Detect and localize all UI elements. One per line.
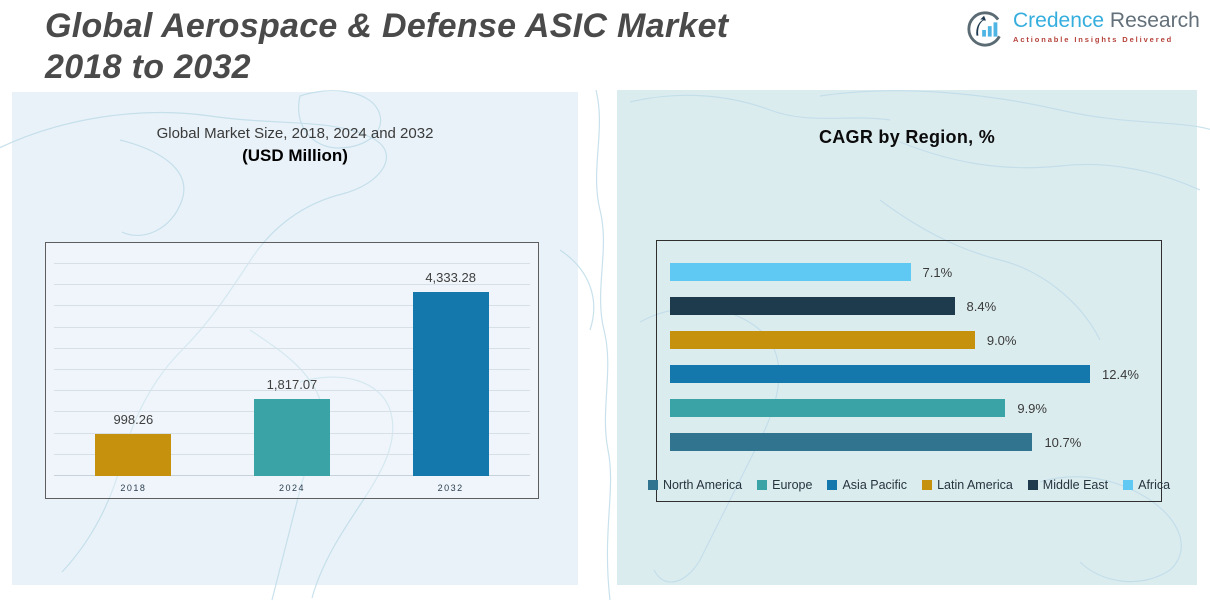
legend-item-north-america: North America xyxy=(647,478,743,492)
cagr-row-north-america: 10.7% xyxy=(670,433,1151,467)
market-size-chart-subtitle: (USD Million) xyxy=(242,146,348,165)
legend-swatch-north-america xyxy=(647,480,658,490)
cagr-chart: 7.1% 8.4% 9.0% 12.4% 9.9% 10.7% North America… xyxy=(647,240,1170,502)
brand-logo: Credence Research Actionable Insights De… xyxy=(966,10,1200,48)
legend-label-middle-east: Middle East xyxy=(1042,478,1109,492)
legend-swatch-europe xyxy=(757,480,768,490)
legend-item-asia-pacific: Asia Pacific xyxy=(827,478,907,492)
cagr-bar-europe xyxy=(670,399,1006,417)
gridline xyxy=(54,347,530,349)
page-title-line1: Global Aerospace & Defense ASIC Market xyxy=(45,7,729,45)
gridline xyxy=(54,305,530,307)
brand-tagline: Actionable Insights Delivered xyxy=(1013,35,1174,44)
legend-item-middle-east: Middle East xyxy=(1027,478,1109,492)
brand-name: Credence Research xyxy=(1013,10,1200,32)
bar-group-2032: 4,333.28 2032 xyxy=(412,270,489,493)
legend-item-europe: Europe xyxy=(757,478,812,492)
legend-swatch-middle-east xyxy=(1027,480,1038,490)
bar-2018 xyxy=(95,433,172,476)
cagr-row-middle-east: 8.4% xyxy=(670,297,1151,331)
gridline xyxy=(54,390,530,392)
bar-value-label-2024: 1,817.07 xyxy=(266,376,318,392)
legend-label-europe: Europe xyxy=(772,478,813,492)
cagr-row-europe: 9.9% xyxy=(670,399,1151,433)
legend-label-latin-america: Latin America xyxy=(937,478,1013,492)
brand-name-secondary: Research xyxy=(1109,9,1200,32)
bar-chart-circle-icon xyxy=(967,11,1003,47)
page-title: Global Aerospace & Defense ASIC Market 20… xyxy=(45,6,728,88)
cagr-value-label-europe: 9.9% xyxy=(1017,400,1047,416)
gridline xyxy=(54,263,530,264)
cagr-legend: North America Europe Asia Pacific Latin Ame… xyxy=(647,478,1170,492)
cagr-value-label-africa: 7.1% xyxy=(922,264,953,280)
cagr-bars: 7.1% 8.4% 9.0% 12.4% 9.9% 10.7% xyxy=(670,263,1151,467)
gridline xyxy=(54,326,530,328)
gridline xyxy=(54,284,530,286)
cagr-row-africa: 7.1% xyxy=(670,263,1151,297)
legend-label-africa: Africa xyxy=(1138,478,1171,492)
bar-group-2024: 1,817.07 2024 xyxy=(253,377,330,493)
page-title-line2: 2018 to 2032 xyxy=(45,48,251,86)
legend-item-latin-america: Latin America xyxy=(922,478,1013,492)
bar-group-2018: 998.26 2018 xyxy=(95,412,172,493)
legend-swatch-africa xyxy=(1123,480,1134,490)
legend-swatch-asia-pacific xyxy=(827,480,838,490)
brand-name-primary: Credence xyxy=(1013,9,1105,32)
cagr-chart-title: CAGR by Region, % xyxy=(818,127,996,147)
cagr-row-latin-america: 9.0% xyxy=(670,331,1151,365)
brand-logo-text: Credence Research Actionable Insights De… xyxy=(1013,10,1200,45)
cagr-bar-north-america xyxy=(670,433,1033,451)
axis-label-2018: 2018 xyxy=(120,483,147,493)
cagr-value-label-middle-east: 8.4% xyxy=(966,298,997,314)
legend-label-north-america: North America xyxy=(662,478,743,492)
axis-label-2024: 2024 xyxy=(278,483,305,493)
cagr-bar-middle-east xyxy=(670,297,955,315)
legend-item-africa: Africa xyxy=(1123,478,1170,492)
axis-label-2032: 2032 xyxy=(437,483,464,493)
gridline xyxy=(54,369,530,370)
market-size-chart: 998.26 2018 1,817.07 2024 4,333.28 2032 xyxy=(45,242,539,499)
market-size-bars: 998.26 2018 1,817.07 2024 4,333.28 2032 xyxy=(54,264,530,493)
cagr-bar-latin-america xyxy=(670,331,975,349)
cagr-value-label-north-america: 10.7% xyxy=(1044,434,1082,450)
bar-2024 xyxy=(253,398,330,476)
legend-label-asia-pacific: Asia Pacific xyxy=(842,478,908,492)
bar-value-label-2018: 998.26 xyxy=(113,411,154,427)
cagr-value-label-asia-pacific: 12.4% xyxy=(1102,366,1139,382)
cagr-row-asia-pacific: 12.4% xyxy=(670,365,1151,399)
cagr-value-label-latin-america: 9.0% xyxy=(986,332,1017,348)
market-size-chart-title: Global Market Size, 2018, 2024 and 2032 xyxy=(156,125,434,142)
bar-2032 xyxy=(412,292,489,476)
cagr-bar-africa xyxy=(670,263,911,281)
cagr-bar-asia-pacific xyxy=(670,365,1091,383)
bar-value-label-2032: 4,333.28 xyxy=(425,270,476,286)
legend-swatch-latin-america xyxy=(922,480,933,490)
